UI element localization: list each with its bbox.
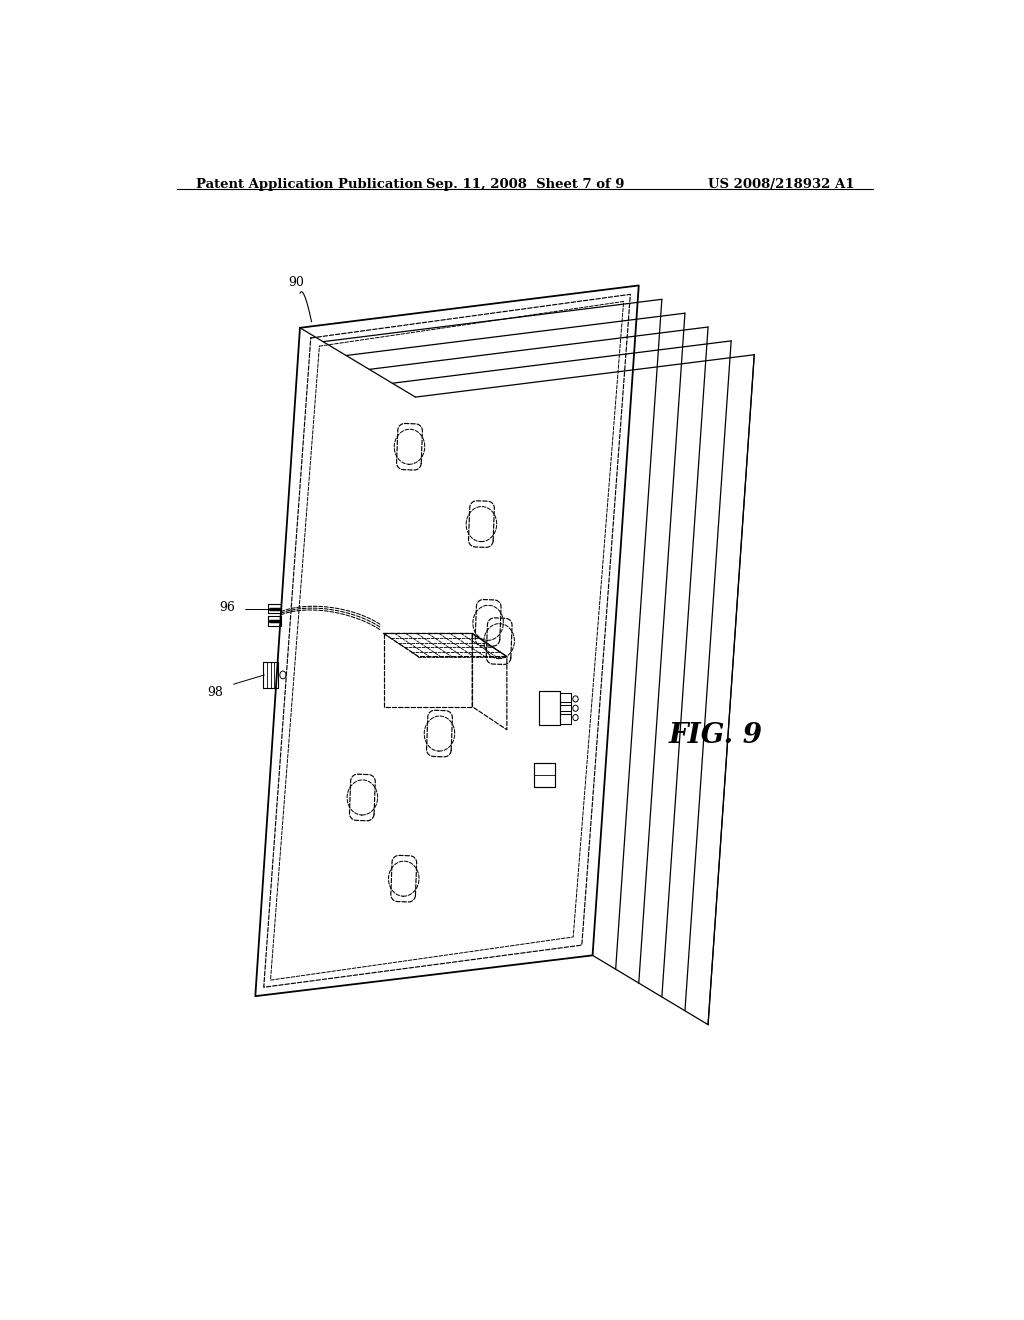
Text: 90: 90 — [289, 276, 304, 289]
Text: Sep. 11, 2008  Sheet 7 of 9: Sep. 11, 2008 Sheet 7 of 9 — [426, 178, 624, 190]
Text: FIG. 9: FIG. 9 — [669, 722, 763, 750]
Ellipse shape — [572, 705, 579, 711]
Ellipse shape — [572, 714, 579, 721]
Ellipse shape — [572, 696, 579, 702]
Text: 98: 98 — [208, 686, 223, 700]
Text: US 2008/218932 A1: US 2008/218932 A1 — [708, 178, 854, 190]
Text: Patent Application Publication: Patent Application Publication — [196, 178, 423, 190]
Ellipse shape — [280, 671, 286, 678]
Text: 96: 96 — [219, 602, 236, 614]
